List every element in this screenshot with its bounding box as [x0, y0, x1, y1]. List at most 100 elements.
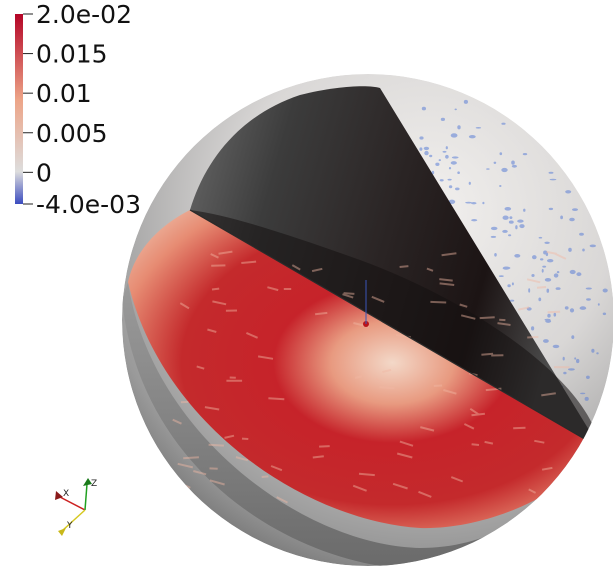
cut-face-streak: [218, 250, 233, 255]
cut-face-streak: [209, 479, 225, 486]
cut-face-streak: [554, 252, 567, 260]
shell-speckle: [435, 162, 440, 166]
cut-face-streak: [235, 456, 249, 462]
shell-speckle: [440, 117, 445, 121]
shell-speckle: [508, 220, 514, 224]
shell-speckle: [602, 288, 608, 293]
shell-speckle: [493, 161, 497, 164]
shell-speckle: [542, 265, 547, 268]
cut-face-streak: [484, 440, 494, 445]
shell-speckle: [463, 99, 468, 104]
cut-face-streak: [319, 445, 330, 448]
shell-speckle: [540, 258, 544, 261]
shell-speckle: [544, 318, 551, 321]
cut-face-streak: [546, 250, 557, 255]
shell-speckle: [465, 201, 472, 204]
shell-speckle: [447, 178, 452, 181]
shell-speckle: [574, 357, 577, 360]
shell-speckle: [475, 127, 482, 129]
shell-speckle: [515, 225, 518, 230]
cut-face-streak: [528, 488, 537, 494]
shell-speckle: [455, 187, 460, 191]
cut-face-streak: [497, 322, 511, 326]
shell-speckle: [541, 268, 544, 273]
cut-face-streak: [534, 439, 545, 444]
cut-face-streak: [276, 496, 288, 504]
shell-speckle: [509, 299, 515, 302]
shell-speckle: [538, 297, 542, 302]
z-axis-arrow: [83, 478, 92, 486]
colorbar-tick-label: 0.005: [36, 119, 108, 148]
cut-face-streak: [291, 264, 301, 271]
cut-face-streak: [375, 377, 385, 385]
cut-face-streak: [207, 328, 217, 333]
colorbar-tick-label: 0.01: [36, 79, 92, 108]
cut-face-streak: [193, 470, 207, 476]
y-axis-line: [62, 509, 86, 531]
cut-face-streak: [399, 440, 414, 447]
shell-speckle: [504, 207, 512, 211]
cut-face-streak: [536, 286, 547, 289]
shell-speckle: [553, 273, 559, 278]
shell-speckle: [494, 253, 497, 257]
shell-speckle: [499, 185, 502, 187]
sphere-render: [122, 74, 613, 566]
shell-speckle: [552, 344, 560, 349]
shell-speckle: [490, 226, 498, 231]
colorbar-tick-label: 2.0e-02: [36, 0, 132, 29]
cut-face-streak: [382, 368, 392, 373]
shell-speckle: [586, 375, 590, 379]
cut-face-streak: [471, 443, 480, 446]
shell-speckle: [563, 371, 567, 375]
cut-face-streak: [354, 375, 363, 379]
shell-speckle: [511, 164, 517, 168]
cut-face-streak: [527, 335, 539, 339]
cut-face-streak: [208, 443, 224, 447]
shell-speckle: [560, 215, 563, 220]
x-axis-arrow: [55, 491, 63, 500]
shell-speckle: [457, 125, 461, 130]
cut-face-streak: [358, 472, 375, 477]
shell-speckle: [569, 308, 575, 313]
shell-speckle: [514, 254, 521, 258]
shell-speckle: [576, 272, 582, 277]
orientation-axes[interactable]: X Z Y: [55, 478, 97, 536]
shell-speckle: [586, 298, 591, 301]
cut-face-streak: [261, 475, 269, 478]
cut-face-streak: [204, 406, 220, 411]
shell-speckle: [486, 168, 490, 170]
cut-face-streak: [343, 292, 355, 295]
cut-face-streak: [441, 252, 457, 257]
shell-speckle: [549, 178, 557, 181]
shell-speckle: [538, 236, 543, 239]
cut-face-streak: [420, 426, 435, 432]
shell-speckle: [445, 146, 448, 150]
shell-speckle: [548, 171, 554, 174]
cut-face-streak: [439, 282, 455, 286]
shell-speckle: [562, 356, 565, 361]
cut-face-streak: [212, 300, 227, 306]
shell-speckle: [501, 167, 508, 173]
shell-speckle: [511, 160, 515, 165]
shell-speckle: [499, 152, 503, 156]
shell-speckle: [544, 241, 550, 244]
cut-face-streak: [172, 418, 182, 425]
shell-speckle: [544, 278, 552, 282]
shell-speckle: [419, 147, 423, 151]
shell-speckle: [569, 269, 576, 275]
shell-speckle: [424, 150, 429, 156]
shell-speckle: [448, 167, 452, 170]
cut-face-streak: [430, 300, 447, 304]
colorbar-tick-label: 0: [36, 158, 52, 187]
shell-speckle: [531, 326, 535, 331]
x-axis-line: [57, 495, 86, 511]
cut-face-streak: [196, 365, 205, 370]
shell-speckle: [569, 217, 575, 222]
cut-face-streak: [471, 412, 486, 417]
cut-face-streak: [463, 423, 475, 430]
cut-face-streak: [396, 452, 413, 459]
shell-speckle: [591, 348, 595, 353]
shell-speckle: [439, 179, 444, 182]
shell-speckle: [522, 153, 528, 156]
